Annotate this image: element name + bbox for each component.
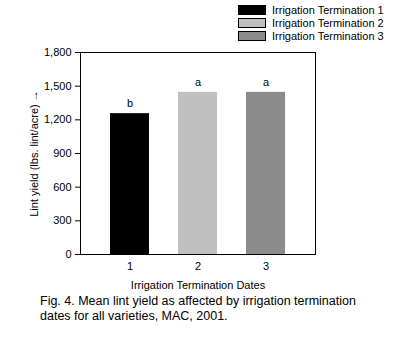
svg-text:1,500: 1,500	[44, 80, 72, 92]
svg-text:900: 900	[53, 147, 71, 159]
svg-text:b: b	[127, 97, 133, 109]
svg-text:1,800: 1,800	[44, 46, 72, 58]
svg-text:600: 600	[53, 181, 71, 193]
html-text:Irrigation Termination 1: Irrigation Termination 1	[272, 3, 384, 16]
svg-text:2: 2	[195, 260, 201, 272]
svg-text:300: 300	[53, 214, 71, 226]
svg-text:3: 3	[263, 260, 269, 272]
html-text:Irrigation Termination 3: Irrigation Termination 3	[272, 29, 384, 42]
svg-text:0: 0	[65, 248, 71, 260]
svg-text:1,200: 1,200	[44, 113, 72, 125]
html-text:Irrigation Termination 2: Irrigation Termination 2	[272, 16, 384, 29]
html-text:Fig. 4. Mean lint yield as aff: Fig. 4. Mean lint yield as affected by i…	[40, 294, 356, 323]
svg-text:Irrigation Termination Dates: Irrigation Termination Dates	[131, 279, 266, 291]
svg-text:a: a	[263, 76, 270, 88]
svg-text:Lint yield (lbs. lint/acre) →: Lint yield (lbs. lint/acre) →	[28, 90, 40, 217]
svg-text:1: 1	[127, 260, 133, 272]
svg-text:a: a	[195, 76, 202, 88]
